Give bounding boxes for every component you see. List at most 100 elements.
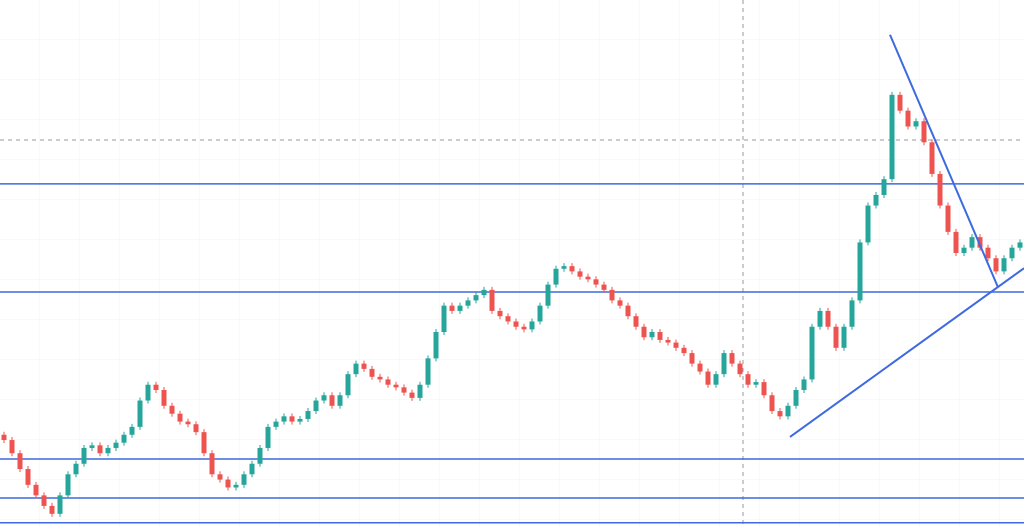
candle xyxy=(481,289,487,296)
candle xyxy=(33,484,39,496)
candle xyxy=(17,453,23,470)
candle xyxy=(417,384,423,398)
candle xyxy=(465,300,471,306)
candle xyxy=(841,326,847,348)
candle xyxy=(513,321,519,327)
candle xyxy=(57,495,63,514)
candle xyxy=(161,389,167,406)
candle xyxy=(273,421,279,427)
candle xyxy=(345,374,351,396)
candle xyxy=(673,342,679,348)
candle xyxy=(265,426,271,448)
candle xyxy=(441,305,447,333)
candle xyxy=(233,484,239,488)
candle xyxy=(193,424,199,433)
candle xyxy=(449,305,455,311)
candle xyxy=(537,305,543,322)
candle xyxy=(985,247,991,259)
candle xyxy=(9,440,15,454)
candle xyxy=(457,305,463,311)
candle xyxy=(497,310,503,317)
candle xyxy=(401,387,407,393)
candle xyxy=(169,405,175,414)
candle xyxy=(633,316,639,327)
candle xyxy=(1001,258,1007,272)
candle xyxy=(473,295,479,301)
candle xyxy=(209,453,215,475)
candle xyxy=(921,121,927,143)
candle xyxy=(321,395,327,401)
trend-line xyxy=(889,34,999,288)
candle xyxy=(705,371,711,385)
candle xyxy=(433,332,439,359)
candle xyxy=(657,332,663,340)
candle xyxy=(545,284,551,306)
candle xyxy=(753,382,759,385)
candle xyxy=(617,300,623,306)
candle xyxy=(553,268,559,285)
candle xyxy=(929,142,935,174)
candle xyxy=(825,310,831,327)
candle xyxy=(105,447,111,454)
candle xyxy=(569,266,575,272)
candle xyxy=(737,363,743,375)
candle xyxy=(937,173,943,206)
candle xyxy=(377,376,383,380)
candle xyxy=(577,271,583,277)
candle xyxy=(729,353,735,364)
candle xyxy=(257,447,263,464)
candle xyxy=(801,379,807,390)
candle xyxy=(977,237,983,248)
candle xyxy=(217,474,223,480)
candle xyxy=(49,505,55,514)
candle xyxy=(153,384,159,390)
candle xyxy=(385,379,391,385)
candle xyxy=(329,395,335,406)
candle xyxy=(913,121,919,127)
plot[interactable] xyxy=(0,34,1024,524)
candle xyxy=(121,434,127,443)
candle xyxy=(993,258,999,272)
candle xyxy=(649,332,655,338)
candle xyxy=(713,374,719,385)
candle xyxy=(777,411,783,417)
candle xyxy=(529,321,535,330)
candle xyxy=(97,445,103,454)
candle xyxy=(281,416,287,422)
candle xyxy=(641,326,647,338)
candle xyxy=(81,447,87,464)
trend-line xyxy=(789,267,1024,438)
candle xyxy=(721,353,727,375)
candle xyxy=(89,445,95,448)
candle xyxy=(409,392,415,398)
candle xyxy=(793,389,799,406)
candle xyxy=(369,368,375,377)
candle xyxy=(129,426,135,435)
candle xyxy=(145,384,151,401)
candle xyxy=(593,279,599,285)
candle xyxy=(137,400,143,427)
candle xyxy=(353,363,359,375)
candle xyxy=(881,179,887,195)
candle xyxy=(1009,247,1015,259)
candle xyxy=(393,384,399,388)
candle xyxy=(425,358,431,385)
candle xyxy=(201,432,207,454)
candle xyxy=(761,382,767,396)
candle xyxy=(833,326,839,348)
candle xyxy=(561,266,567,269)
candle xyxy=(521,326,527,330)
candle xyxy=(961,247,967,253)
candle xyxy=(697,363,703,372)
candle xyxy=(609,289,615,301)
candle xyxy=(953,231,959,253)
candle xyxy=(769,395,775,412)
candle xyxy=(361,363,367,369)
candle xyxy=(865,205,871,243)
candle xyxy=(489,289,495,311)
candle xyxy=(225,479,231,488)
candle xyxy=(505,316,511,322)
candle xyxy=(897,94,903,111)
candle xyxy=(905,110,911,127)
candle xyxy=(73,463,79,475)
